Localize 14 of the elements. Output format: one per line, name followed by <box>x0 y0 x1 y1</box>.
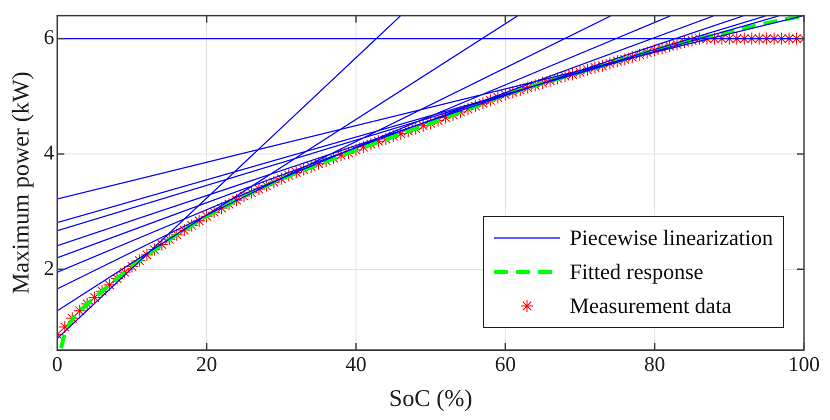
x-tick-label: 40 <box>345 352 366 376</box>
legend-label: Measurement data <box>570 293 732 319</box>
x-tick-label: 20 <box>196 352 218 376</box>
x-tick-label: 100 <box>788 352 820 376</box>
y-tick-label: 6 <box>44 25 54 50</box>
x-tick-label: 0 <box>52 352 63 376</box>
y-axis-title: Maximum power (kW) <box>8 71 35 294</box>
y-tick-label: 4 <box>44 140 55 164</box>
legend-label: Fitted response <box>570 259 704 285</box>
x-tick-label: 80 <box>644 352 666 376</box>
x-axis-title: SoC (%) <box>388 386 472 412</box>
x-tick-label: 60 <box>494 352 516 376</box>
y-tick-label: 2 <box>44 256 54 280</box>
legend-label: Piecewise linearization <box>570 225 773 251</box>
